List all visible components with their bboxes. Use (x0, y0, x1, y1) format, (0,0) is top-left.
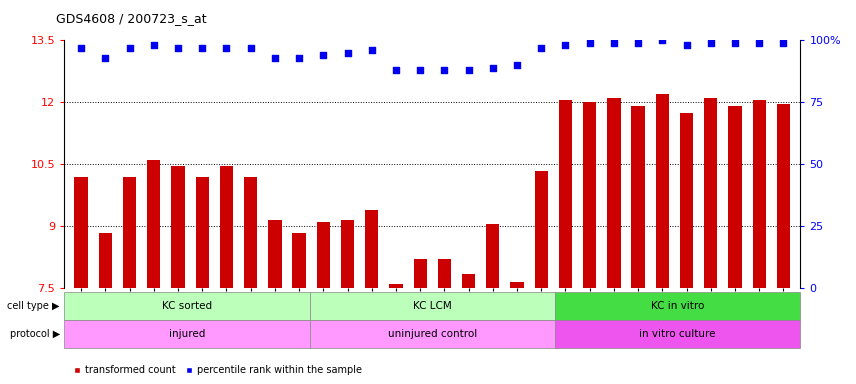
Point (195, 45, 209, 51)
Bar (462, 274, 475, 288)
Point (583, 40, 597, 46)
Bar (555, 292, 800, 320)
Bar (559, 100, 572, 288)
Point (122, 45, 136, 51)
Point (292, 55, 306, 61)
Point (656, 37, 669, 43)
Bar (704, 98, 717, 288)
Text: injured: injured (169, 329, 205, 339)
Bar (98, 233, 112, 288)
Text: KC sorted: KC sorted (162, 301, 212, 311)
Point (244, 45, 258, 51)
Bar (607, 98, 621, 288)
Bar (365, 210, 378, 288)
Point (680, 42, 693, 48)
Point (776, 40, 790, 46)
Bar (437, 260, 451, 288)
Point (413, 67, 427, 73)
Bar (293, 233, 306, 288)
Point (341, 50, 354, 56)
Bar (171, 166, 185, 288)
Point (559, 42, 573, 48)
Bar (728, 106, 741, 288)
Point (437, 67, 451, 73)
Bar (64, 320, 310, 348)
Bar (632, 106, 645, 288)
Text: GDS4608 / 200723_s_at: GDS4608 / 200723_s_at (56, 12, 206, 25)
Point (98, 55, 112, 61)
Point (171, 45, 185, 51)
Text: uninjured control: uninjured control (388, 329, 477, 339)
Bar (244, 177, 258, 288)
Bar (195, 177, 209, 288)
Point (317, 52, 330, 58)
Point (147, 42, 161, 48)
Point (461, 67, 475, 73)
Text: in vitro culture: in vitro culture (639, 329, 716, 339)
Bar (317, 222, 330, 288)
Point (268, 55, 282, 61)
Bar (220, 166, 233, 288)
Bar (486, 224, 500, 288)
Bar (389, 284, 402, 288)
Point (486, 65, 500, 71)
Point (607, 40, 621, 46)
Bar (680, 113, 693, 288)
Point (389, 67, 403, 73)
Bar (555, 320, 800, 348)
Bar (656, 94, 669, 288)
Point (631, 40, 645, 46)
Text: protocol ▶: protocol ▶ (9, 329, 60, 339)
Legend: transformed count, percentile rank within the sample: transformed count, percentile rank withi… (69, 361, 366, 379)
Bar (752, 100, 766, 288)
Point (752, 40, 766, 46)
Bar (147, 160, 160, 288)
Bar (413, 260, 427, 288)
Point (728, 40, 742, 46)
Bar (310, 320, 555, 348)
Text: KC in vitro: KC in vitro (651, 301, 704, 311)
Bar (74, 177, 88, 288)
Text: cell type ▶: cell type ▶ (8, 301, 60, 311)
Text: KC LCM: KC LCM (413, 301, 452, 311)
Bar (341, 220, 354, 288)
Bar (310, 292, 555, 320)
Point (365, 47, 378, 53)
Point (510, 62, 524, 68)
Bar (268, 220, 282, 288)
Bar (776, 104, 790, 288)
Bar (123, 177, 136, 288)
Point (534, 45, 548, 51)
Bar (583, 103, 597, 288)
Point (704, 40, 717, 46)
Bar (64, 292, 310, 320)
Point (220, 45, 234, 51)
Bar (510, 282, 524, 288)
Point (74, 45, 88, 51)
Bar (535, 170, 548, 288)
